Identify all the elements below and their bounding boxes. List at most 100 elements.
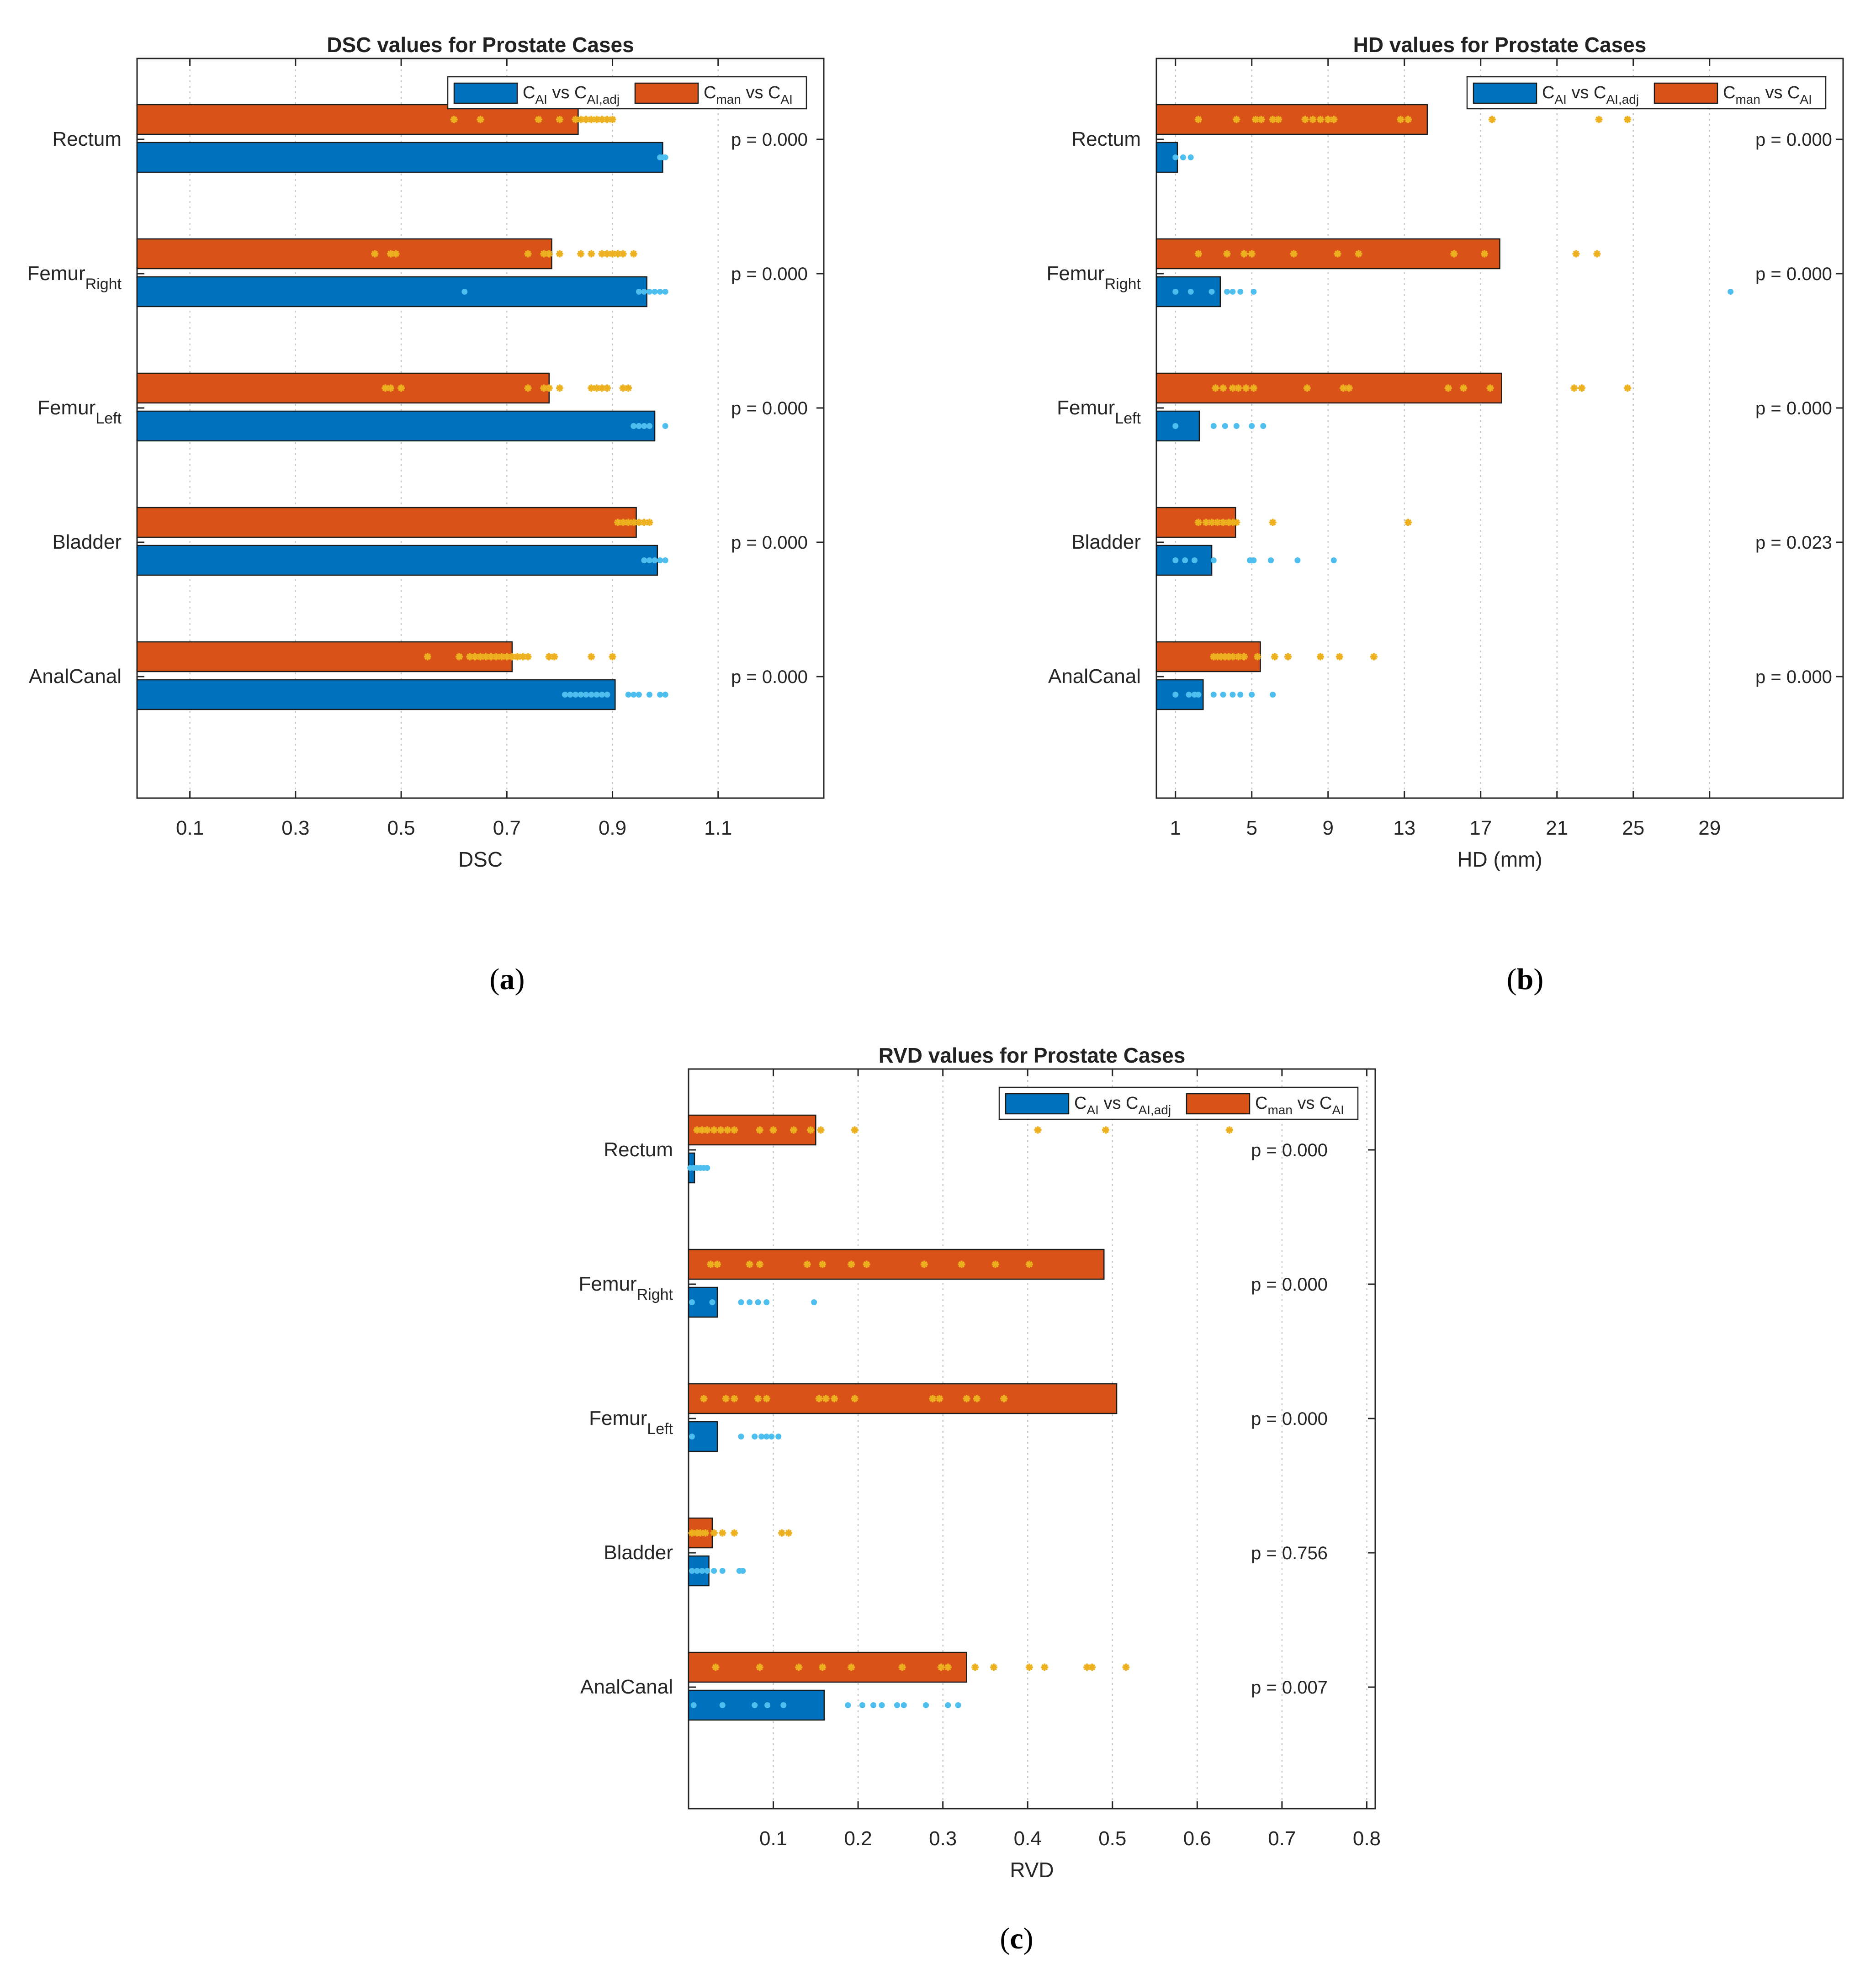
data-point-star bbox=[784, 1529, 792, 1537]
data-point-star bbox=[540, 250, 548, 258]
data-point-star bbox=[1214, 519, 1221, 526]
y-category-label: AnalCanal bbox=[29, 665, 122, 688]
data-point-star bbox=[1252, 116, 1260, 123]
x-tick-label: 0.1 bbox=[176, 817, 204, 839]
bar-cai-vs-caiadj-femurleft bbox=[688, 1421, 718, 1452]
data-point-star bbox=[387, 250, 394, 258]
data-point-star bbox=[963, 1395, 970, 1403]
data-point-dot bbox=[1330, 557, 1337, 563]
data-point-dot bbox=[1251, 557, 1257, 563]
data-point-dot bbox=[657, 557, 663, 563]
data-point-star bbox=[1269, 116, 1277, 123]
chart-panel-a: 0.1 0.3 0.5 0.7 0.9 1.1 DSC values for Prostat… bbox=[27, 33, 825, 996]
p-value-annotation: p = 0.000 bbox=[1755, 667, 1832, 687]
data-point-star bbox=[625, 519, 632, 526]
data-point-star bbox=[717, 1126, 725, 1134]
data-point-dot bbox=[594, 692, 600, 698]
data-point-star bbox=[944, 1663, 952, 1671]
data-point-star bbox=[1000, 1395, 1008, 1403]
data-point-star bbox=[1275, 116, 1282, 123]
data-point-star bbox=[456, 653, 463, 661]
data-point-star bbox=[1269, 519, 1277, 526]
data-point-star bbox=[477, 653, 484, 661]
bar-cai-vs-caiadj-femurright bbox=[136, 276, 647, 307]
bar-cman-vs-cai-femurright bbox=[136, 238, 552, 270]
data-point-dot bbox=[641, 289, 647, 295]
data-point-star bbox=[1034, 1126, 1042, 1134]
data-point-dot bbox=[768, 1434, 775, 1440]
data-point-dot bbox=[1222, 423, 1228, 429]
x-axis-label: DSC bbox=[458, 847, 503, 871]
x-tick-label: 0.8 bbox=[1353, 1827, 1381, 1850]
data-point-star bbox=[551, 653, 558, 661]
data-point-dot bbox=[1224, 289, 1230, 295]
data-point-star bbox=[831, 1395, 838, 1403]
bar-cai-vs-caiadj-analcanal bbox=[136, 679, 616, 710]
data-point-star bbox=[710, 1529, 718, 1537]
data-point-dot bbox=[689, 1434, 695, 1440]
data-point-star bbox=[851, 1126, 859, 1134]
data-point-dot bbox=[755, 1299, 761, 1305]
data-point-star bbox=[819, 1663, 827, 1671]
data-point-dot bbox=[709, 1299, 715, 1305]
data-point-star bbox=[1229, 384, 1236, 392]
data-point-star bbox=[1340, 384, 1347, 392]
data-point-dot bbox=[662, 154, 668, 160]
data-point-star bbox=[556, 384, 563, 392]
data-point-dot bbox=[1180, 154, 1186, 160]
p-value-annotation: p = 0.000 bbox=[1251, 1275, 1328, 1295]
data-point-star bbox=[851, 1395, 859, 1403]
data-point-star bbox=[698, 1126, 706, 1134]
data-point-star bbox=[1404, 519, 1412, 526]
x-tick-label: 0.3 bbox=[929, 1827, 957, 1850]
data-point-star bbox=[754, 1395, 762, 1403]
x-tick-label: 0.7 bbox=[1268, 1827, 1296, 1850]
data-point-dot bbox=[625, 692, 631, 698]
data-point-dot bbox=[1208, 289, 1215, 295]
data-point-star bbox=[1488, 116, 1496, 123]
data-point-star bbox=[1240, 653, 1248, 661]
chart-title: DSC values for Prostate Cases bbox=[327, 33, 634, 57]
data-point-star bbox=[710, 1126, 718, 1134]
data-point-star bbox=[1240, 250, 1248, 258]
data-point-star bbox=[1233, 519, 1240, 526]
data-point-star bbox=[598, 250, 606, 258]
data-point-dot bbox=[1233, 423, 1240, 429]
data-point-star bbox=[1212, 384, 1219, 392]
data-point-star bbox=[1083, 1663, 1091, 1671]
legend-swatch bbox=[634, 82, 699, 104]
data-point-star bbox=[392, 250, 400, 258]
data-point-dot bbox=[758, 1434, 765, 1440]
data-point-star bbox=[609, 116, 616, 123]
data-point-star bbox=[1194, 116, 1202, 123]
y-category-label: Rectum bbox=[1071, 128, 1141, 150]
data-point-dot bbox=[694, 1568, 700, 1574]
x-tick-label: 0.2 bbox=[844, 1827, 872, 1850]
data-point-star bbox=[1221, 653, 1229, 661]
x-tick-label: 0.1 bbox=[759, 1827, 787, 1850]
data-point-dot bbox=[1728, 289, 1734, 295]
y-category-label: FemurLeft bbox=[37, 397, 122, 427]
data-point-star bbox=[971, 1663, 979, 1671]
data-point-dot bbox=[1210, 557, 1217, 563]
data-point-dot bbox=[1172, 423, 1179, 429]
data-point-dot bbox=[704, 1165, 710, 1171]
data-point-star bbox=[769, 1126, 777, 1134]
data-point-star bbox=[929, 1395, 937, 1403]
data-point-star bbox=[1317, 116, 1325, 123]
p-value-annotation: p = 0.000 bbox=[731, 264, 808, 284]
data-point-dot bbox=[1172, 557, 1179, 563]
data-point-star bbox=[936, 1395, 943, 1403]
data-point-dot bbox=[689, 1568, 695, 1574]
data-point-star bbox=[598, 116, 606, 123]
data-point-star bbox=[1370, 653, 1378, 661]
bar-cman-vs-cai-analcanal bbox=[136, 641, 513, 672]
data-point-dot bbox=[1195, 692, 1202, 698]
chart-title: HD values for Prostate Cases bbox=[1353, 33, 1647, 57]
data-point-star bbox=[722, 1395, 730, 1403]
data-point-dot bbox=[1268, 557, 1274, 563]
data-point-star bbox=[482, 653, 490, 661]
data-point-star bbox=[1335, 653, 1343, 661]
data-point-dot bbox=[1270, 692, 1276, 698]
data-point-star bbox=[807, 1126, 815, 1134]
